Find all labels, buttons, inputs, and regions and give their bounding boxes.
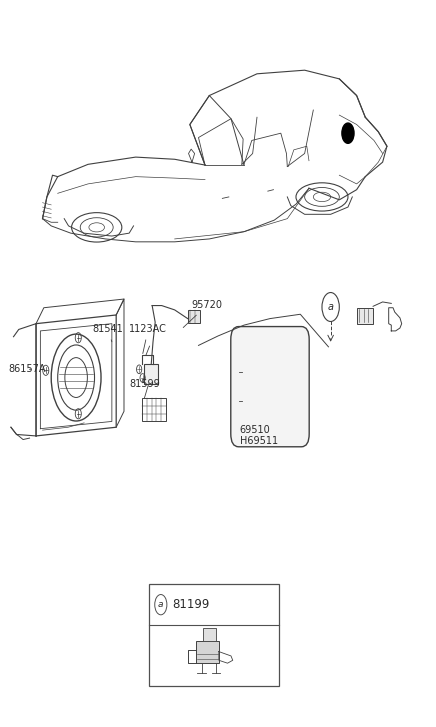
- Text: 81199: 81199: [172, 598, 209, 611]
- Text: 86157A: 86157A: [8, 364, 45, 374]
- Text: 81541: 81541: [92, 324, 123, 342]
- Text: H69511: H69511: [240, 436, 278, 446]
- Bar: [142, 398, 166, 422]
- Text: 69510: 69510: [240, 425, 270, 435]
- Bar: [357, 308, 373, 324]
- Text: 81599: 81599: [129, 379, 160, 389]
- Circle shape: [342, 123, 354, 143]
- Text: a: a: [327, 302, 334, 312]
- Text: 95720: 95720: [183, 300, 222, 328]
- Text: a: a: [158, 601, 164, 609]
- Bar: [149, 585, 279, 686]
- Bar: [196, 641, 219, 663]
- Bar: [187, 310, 200, 323]
- Bar: [203, 628, 216, 641]
- Text: 1123AC: 1123AC: [129, 324, 167, 353]
- FancyBboxPatch shape: [231, 326, 309, 447]
- Bar: [144, 364, 158, 384]
